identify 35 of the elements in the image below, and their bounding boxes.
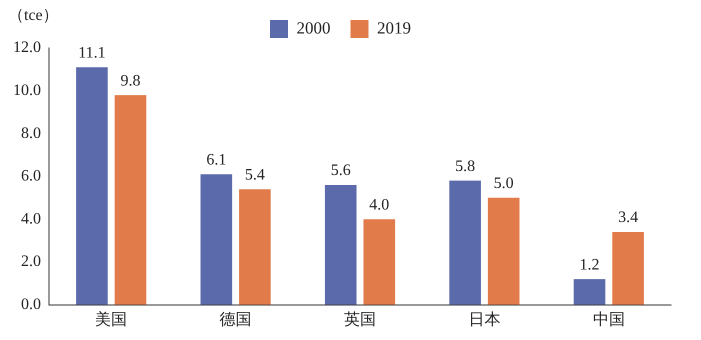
data-label: 5.6 (330, 162, 351, 180)
y-tick-label: 6.0 (21, 168, 41, 185)
data-label: 5.0 (494, 175, 514, 192)
data-label: 3.4 (618, 209, 638, 226)
bar (200, 174, 232, 305)
bar (76, 67, 108, 305)
y-tick-label: 10.0 (13, 82, 41, 100)
data-label: 4.0 (369, 196, 390, 214)
bar (488, 198, 520, 305)
x-tick-label: 日本 (468, 310, 500, 329)
y-tick-label: 8.0 (21, 124, 41, 142)
y-axis-title: （tce） (8, 7, 59, 24)
x-tick-label: 中国 (592, 310, 625, 329)
x-tick-label: 德国 (220, 312, 252, 329)
y-tick-label: 0.0 (21, 296, 41, 314)
data-label: 11.1 (78, 44, 106, 62)
data-label: 1.2 (580, 256, 600, 274)
bar (449, 180, 481, 305)
legend-label: 2000 (296, 18, 330, 38)
data-label: 6.1 (206, 151, 226, 168)
bar (324, 184, 357, 305)
x-tick-label: 英国 (344, 310, 376, 329)
y-tick-label: 4.0 (21, 210, 41, 228)
x-tick-label: 美国 (95, 310, 128, 329)
y-tick-label: 2.0 (21, 253, 41, 270)
bar (239, 189, 271, 305)
data-label: 5.4 (244, 166, 265, 184)
bar (612, 232, 644, 305)
legend-label: 2019 (377, 18, 411, 38)
bar (114, 95, 146, 305)
y-tick-label: 12.0 (13, 39, 41, 56)
bar (574, 279, 606, 305)
data-label: 9.8 (120, 72, 140, 90)
bar (363, 219, 396, 305)
data-label: 5.8 (455, 158, 476, 175)
